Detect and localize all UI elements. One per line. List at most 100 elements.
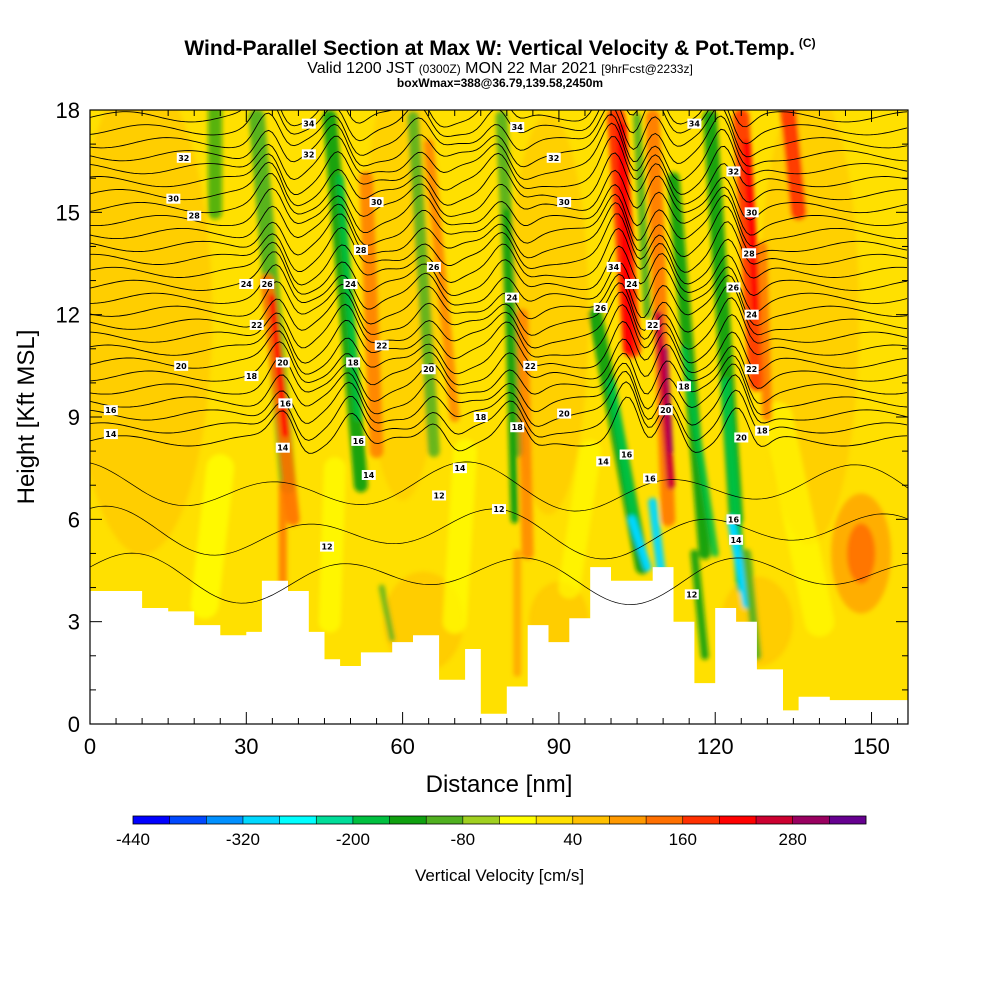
contour-label-box	[687, 118, 702, 129]
colorbar-swatch	[572, 816, 610, 824]
contour-label: 24	[506, 294, 518, 303]
x-tick-label: 30	[234, 734, 258, 759]
contour-label: 28	[744, 249, 756, 258]
theta-contour	[90, 381, 908, 442]
colorbar-swatch	[536, 816, 574, 824]
colorbar-swatch	[352, 816, 390, 824]
colorbar-swatch	[609, 816, 647, 824]
colorbar-swatch	[499, 816, 537, 824]
theta-contour	[90, 152, 907, 207]
contour-label: 32	[178, 154, 189, 163]
colorbar-swatch	[389, 816, 427, 824]
contour-label-box	[473, 412, 488, 422]
velocity-band	[359, 171, 384, 459]
contour-label: 18	[475, 413, 487, 422]
colorbar-swatch	[316, 816, 354, 824]
contour-label: 20	[277, 358, 289, 367]
colorbar-swatch	[462, 816, 500, 824]
contour-label: 12	[321, 543, 332, 552]
contour-label-box	[249, 319, 264, 330]
contour-label: 12	[493, 505, 504, 514]
contour-label: 34	[303, 120, 315, 129]
contour-label-box	[301, 118, 316, 129]
contour-label: 26	[262, 280, 274, 289]
colorbar-swatch	[719, 816, 757, 824]
colorbar-swatch	[133, 816, 170, 824]
theta-contour	[90, 169, 908, 221]
colorbar-tick-label: -80	[451, 830, 476, 849]
contour-label: 24	[241, 280, 253, 289]
contour-label-box	[432, 490, 447, 501]
contour-label-box	[343, 278, 358, 289]
contour-label-box	[619, 449, 634, 460]
contour-label: 22	[647, 321, 658, 330]
colorbar-tick-label: -320	[226, 830, 260, 849]
x-tick-label: 90	[547, 734, 571, 759]
contour-label-box	[684, 589, 699, 600]
theta-contour	[90, 122, 908, 182]
contour-label: 22	[251, 321, 262, 330]
y-tick-label: 18	[56, 98, 80, 123]
contour-label-box	[187, 210, 202, 221]
contour-label: 34	[512, 123, 524, 132]
contour-label: 22	[376, 341, 387, 350]
contour-label: 28	[189, 212, 201, 221]
theta-contour	[90, 273, 908, 326]
theta-contour	[90, 227, 908, 286]
colorbar-swatch	[646, 816, 684, 824]
contour-label: 14	[277, 444, 289, 453]
contour-label: 20	[176, 362, 188, 371]
contour-label: 16	[645, 474, 657, 483]
colorbar-tick-label: 160	[669, 830, 697, 849]
contour-label: 14	[598, 457, 610, 466]
contour-label: 20	[660, 406, 672, 415]
colorbar-swatch	[206, 816, 244, 824]
theta-contour	[90, 552, 908, 605]
colorbar-swatch	[279, 816, 317, 824]
contour-label-box	[244, 371, 259, 382]
contour-label-box	[260, 278, 275, 289]
contour-label-box	[346, 357, 361, 368]
velocity-band	[558, 440, 602, 599]
theta-contour	[90, 370, 908, 427]
theta-contour	[90, 213, 908, 273]
contour-label-box	[301, 149, 316, 160]
contour-label-box	[351, 435, 366, 446]
y-tick-label: 6	[68, 507, 80, 532]
velocity-cell	[759, 110, 859, 545]
colorbar-swatch	[792, 816, 830, 824]
contour-label: 30	[371, 198, 383, 207]
velocity-band	[762, 402, 835, 637]
contour-label-box	[606, 261, 621, 272]
colorbar-tick-label: -200	[336, 830, 370, 849]
velocity-band	[663, 346, 673, 454]
theta-contour-labels: 14 16 30 32 28 20 24 26 22 18 20 16 14 34 32 30 28 24 22 18…	[103, 118, 770, 600]
contour-label-box	[726, 166, 741, 177]
colorbar-swatch	[756, 816, 793, 824]
y-axis-label: Height [Kft MSL]	[13, 330, 40, 505]
theta-contour	[90, 110, 908, 145]
contour-label-box	[624, 278, 639, 289]
box-info: boxWmax=388@36.79,139.58,2450m	[396, 76, 604, 90]
contour-label: 30	[559, 198, 571, 207]
y-tick-label: 15	[56, 200, 80, 225]
velocity-band	[502, 208, 519, 524]
contour-label-box	[744, 364, 759, 375]
y-tick-label: 0	[68, 712, 80, 737]
colorbar: -440 -320 -200 -80 40 160 280 Vertical Velocity…	[116, 815, 867, 885]
contour-label-box	[744, 207, 759, 218]
theta-contour	[90, 183, 908, 236]
contour-label: 16	[280, 399, 292, 408]
theta-contour	[90, 261, 908, 313]
x-tick-label: 120	[697, 734, 734, 759]
terrain-mask	[90, 567, 908, 724]
velocity-band	[627, 515, 652, 572]
contour-label: 14	[105, 430, 117, 439]
contour-label: 18	[348, 358, 360, 367]
contour-label: 20	[736, 433, 748, 442]
contour-label-box	[593, 302, 608, 313]
contour-label: 34	[608, 263, 620, 272]
contour-label-box	[523, 360, 538, 371]
contour-label: 18	[512, 423, 524, 432]
theta-contour	[90, 338, 908, 389]
